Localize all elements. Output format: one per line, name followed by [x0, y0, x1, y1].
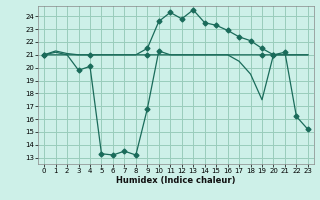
- X-axis label: Humidex (Indice chaleur): Humidex (Indice chaleur): [116, 176, 236, 185]
